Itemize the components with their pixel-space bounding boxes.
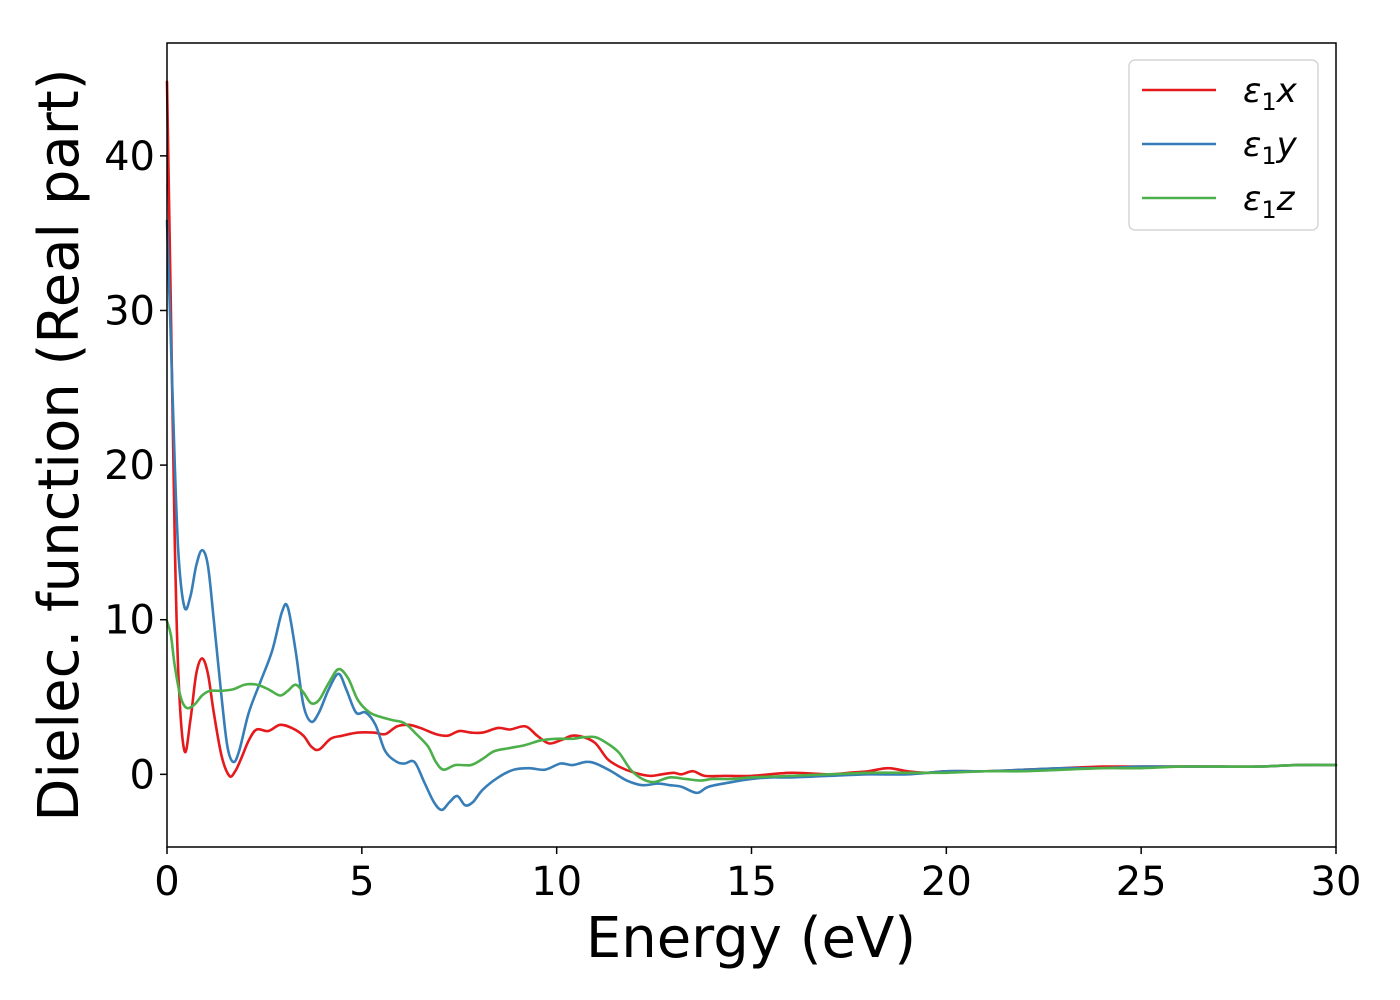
series-line-y xyxy=(165,219,1338,812)
x-tick-label: 15 xyxy=(726,859,777,905)
x-tick-label: 30 xyxy=(1311,859,1362,905)
series-line-z xyxy=(165,619,1338,784)
x-tick-label: 5 xyxy=(349,859,374,905)
legend-box xyxy=(1128,59,1319,231)
y-tick-label: 0 xyxy=(130,752,155,798)
y-tick-label: 30 xyxy=(104,288,155,334)
legend-label-z: ε1z xyxy=(1243,179,1296,224)
x-tick-label: 20 xyxy=(921,859,972,905)
y-axis-label: Dielec. function (Real part) xyxy=(27,68,92,821)
x-tick-label: 10 xyxy=(531,859,582,905)
legend-label-x: ε1x xyxy=(1243,71,1298,116)
y-tick-label: 40 xyxy=(104,134,155,180)
y-tick-label: 10 xyxy=(104,598,155,644)
y-tick-label: 20 xyxy=(104,443,155,489)
x-tick-label: 25 xyxy=(1116,859,1167,905)
legend: ε1x ε1y ε1z xyxy=(1128,59,1319,231)
x-tick-label: 0 xyxy=(154,859,179,905)
series-layer xyxy=(165,80,1338,812)
y-axis: 0 10 20 30 40 xyxy=(104,134,167,798)
x-axis: 0 5 10 15 20 25 30 xyxy=(154,847,1361,905)
x-axis-label: Energy (eV) xyxy=(586,906,916,971)
legend-label-y: ε1y xyxy=(1243,125,1298,170)
